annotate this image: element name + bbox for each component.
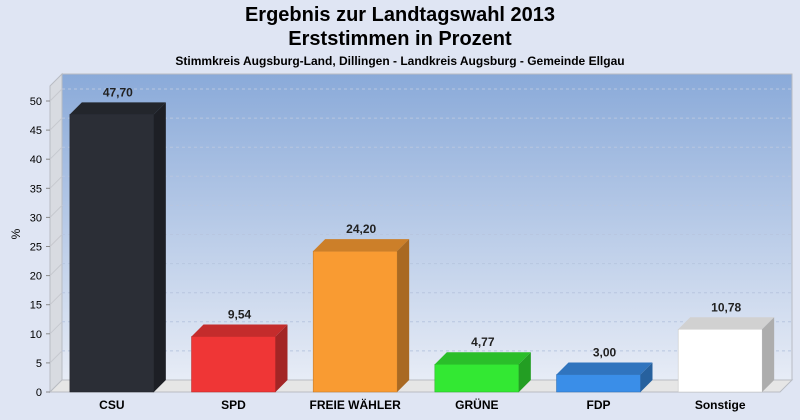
bar-side bbox=[640, 362, 653, 392]
bar-fdp: 3,00 bbox=[556, 346, 653, 393]
plot-back-wall bbox=[61, 73, 793, 381]
y-tick-label: 40 bbox=[30, 154, 42, 166]
bar-front bbox=[556, 374, 641, 393]
grid-line-side bbox=[49, 117, 63, 131]
chart-title-2: Erststimmen in Prozent bbox=[288, 28, 512, 50]
y-axis-label: % bbox=[9, 228, 23, 239]
x-tick-label: GRÜNE bbox=[455, 397, 498, 412]
bar-top bbox=[191, 324, 288, 337]
y-tick-label: 45 bbox=[30, 125, 42, 137]
bar-csu: 47,70 bbox=[69, 85, 166, 393]
y-tick-label: 15 bbox=[30, 300, 42, 312]
bar-gr-ne: 4,77 bbox=[434, 335, 531, 393]
bar-side bbox=[153, 102, 166, 393]
x-tick-label: FDP bbox=[587, 398, 611, 412]
grid-line-side bbox=[49, 321, 63, 335]
chart-subtitle: Stimmkreis Augsburg-Land, Dillingen - La… bbox=[175, 54, 625, 68]
chart-title: Ergebnis zur Landtagswahl 2013 bbox=[244, 4, 556, 26]
bar-top bbox=[434, 352, 531, 365]
grid-line-side bbox=[49, 146, 63, 160]
bar-freie-w-hler: 24,20 bbox=[312, 222, 410, 393]
bar-value-label: 10,78 bbox=[711, 300, 741, 314]
grid-lines bbox=[49, 88, 792, 364]
x-tick-label: Sonstige bbox=[695, 398, 746, 412]
y-tick-label: 10 bbox=[30, 329, 42, 341]
grid-line-side bbox=[49, 350, 63, 364]
bar-sonstige: 10,78 bbox=[677, 300, 775, 393]
bar-value-label: 9,54 bbox=[228, 307, 252, 321]
bar-value-label: 24,20 bbox=[346, 222, 376, 236]
bar-front bbox=[191, 336, 276, 393]
y-tick-label: 30 bbox=[30, 212, 42, 224]
grid-line-side bbox=[49, 234, 63, 247]
bar-side bbox=[275, 324, 288, 392]
bar-side bbox=[518, 352, 531, 392]
bar-top bbox=[678, 317, 775, 330]
bar-spd: 9,54 bbox=[191, 307, 288, 393]
grid-line-side bbox=[49, 175, 63, 189]
bar-side bbox=[397, 239, 410, 392]
y-axis-ticks: 0 5 10 15 20 25 30 35 40 45 50 bbox=[30, 96, 50, 399]
bar-side bbox=[762, 317, 775, 392]
grid-line-side bbox=[49, 205, 63, 218]
bar-front bbox=[69, 114, 155, 393]
bars: 47,70 9,54 24,20 4,77 3,00 10,78 bbox=[69, 85, 775, 393]
grid-line-side bbox=[49, 263, 63, 276]
y-tick-label: 50 bbox=[30, 96, 42, 108]
bar-top bbox=[556, 362, 653, 375]
bar-top bbox=[313, 239, 410, 252]
grid-line-side bbox=[49, 88, 63, 102]
bar-value-label: 4,77 bbox=[471, 335, 495, 349]
bar-value-label: 3,00 bbox=[593, 346, 617, 360]
bar-top bbox=[69, 102, 166, 115]
y-tick-label: 0 bbox=[36, 387, 42, 399]
plot-side-wall bbox=[49, 72, 63, 394]
bar-front bbox=[677, 329, 763, 393]
bar-front bbox=[434, 363, 520, 393]
x-tick-label: CSU bbox=[99, 398, 124, 412]
y-tick-label: 35 bbox=[30, 183, 42, 195]
y-tick-label: 5 bbox=[36, 358, 42, 370]
bar-value-label: 47,70 bbox=[103, 85, 133, 99]
x-tick-label: SPD bbox=[221, 398, 246, 412]
y-tick-label: 25 bbox=[30, 242, 42, 254]
x-tick-label: FREIE WÄHLER bbox=[309, 397, 401, 412]
grid-line-side bbox=[49, 292, 63, 306]
bar-front bbox=[312, 250, 398, 393]
x-axis-labels: CSU SPD FREIE WÄHLER GRÜNE FDP Sonstige bbox=[99, 397, 746, 412]
y-tick-label: 20 bbox=[30, 271, 42, 283]
